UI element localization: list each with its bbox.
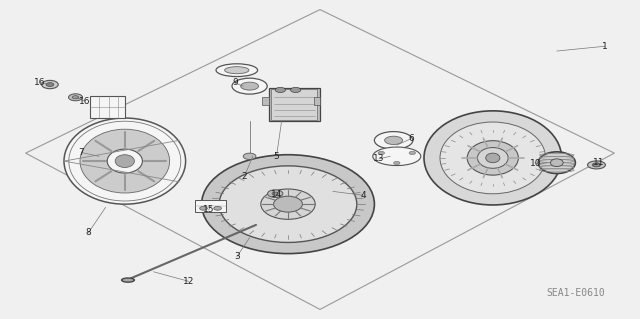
Ellipse shape <box>550 159 563 167</box>
Text: 16: 16 <box>34 78 45 87</box>
Ellipse shape <box>122 278 134 282</box>
Circle shape <box>291 87 301 93</box>
Circle shape <box>593 163 600 167</box>
Ellipse shape <box>440 122 545 194</box>
Bar <box>271 89 317 120</box>
Circle shape <box>394 161 400 165</box>
Text: 4: 4 <box>360 191 365 200</box>
Text: 15: 15 <box>203 205 214 214</box>
Ellipse shape <box>225 67 249 74</box>
Ellipse shape <box>202 155 374 254</box>
Ellipse shape <box>538 152 575 174</box>
Ellipse shape <box>424 111 562 205</box>
Bar <box>262 97 269 105</box>
Circle shape <box>268 190 283 197</box>
Circle shape <box>378 152 385 155</box>
Bar <box>314 97 320 105</box>
Circle shape <box>275 87 285 93</box>
Text: 14: 14 <box>271 190 283 199</box>
Ellipse shape <box>593 163 600 167</box>
Circle shape <box>72 96 79 99</box>
Ellipse shape <box>385 136 403 145</box>
Text: 9: 9 <box>232 78 237 87</box>
Ellipse shape <box>108 149 143 173</box>
Circle shape <box>243 153 256 160</box>
Ellipse shape <box>486 153 500 163</box>
Text: 8: 8 <box>86 228 91 237</box>
Text: 2: 2 <box>242 172 247 181</box>
Ellipse shape <box>219 166 357 242</box>
Ellipse shape <box>467 141 518 175</box>
Ellipse shape <box>477 147 508 168</box>
Text: 3: 3 <box>234 252 239 261</box>
Ellipse shape <box>232 78 268 94</box>
Ellipse shape <box>588 161 605 169</box>
Bar <box>90 96 125 118</box>
Ellipse shape <box>374 131 413 149</box>
Text: 11: 11 <box>593 158 604 167</box>
Bar <box>195 200 226 212</box>
Circle shape <box>68 94 83 101</box>
Circle shape <box>42 80 58 89</box>
Ellipse shape <box>216 64 258 77</box>
Ellipse shape <box>80 129 170 193</box>
Text: 13: 13 <box>373 154 385 163</box>
Text: 16: 16 <box>79 97 90 106</box>
Ellipse shape <box>115 155 134 167</box>
Ellipse shape <box>274 196 302 212</box>
Text: SEA1-E0610: SEA1-E0610 <box>546 288 605 298</box>
Circle shape <box>200 206 207 210</box>
Circle shape <box>214 206 221 210</box>
Text: 6: 6 <box>408 134 413 143</box>
Text: 5: 5 <box>274 152 279 161</box>
Text: 1: 1 <box>602 42 607 51</box>
Ellipse shape <box>261 189 315 219</box>
Ellipse shape <box>241 82 259 90</box>
Text: 7: 7 <box>79 148 84 157</box>
Text: 10: 10 <box>530 159 541 168</box>
Circle shape <box>409 152 415 155</box>
Text: 12: 12 <box>183 277 195 286</box>
Ellipse shape <box>64 118 186 204</box>
Circle shape <box>272 192 278 195</box>
Circle shape <box>46 83 54 86</box>
Bar <box>269 88 320 121</box>
Ellipse shape <box>372 147 421 166</box>
